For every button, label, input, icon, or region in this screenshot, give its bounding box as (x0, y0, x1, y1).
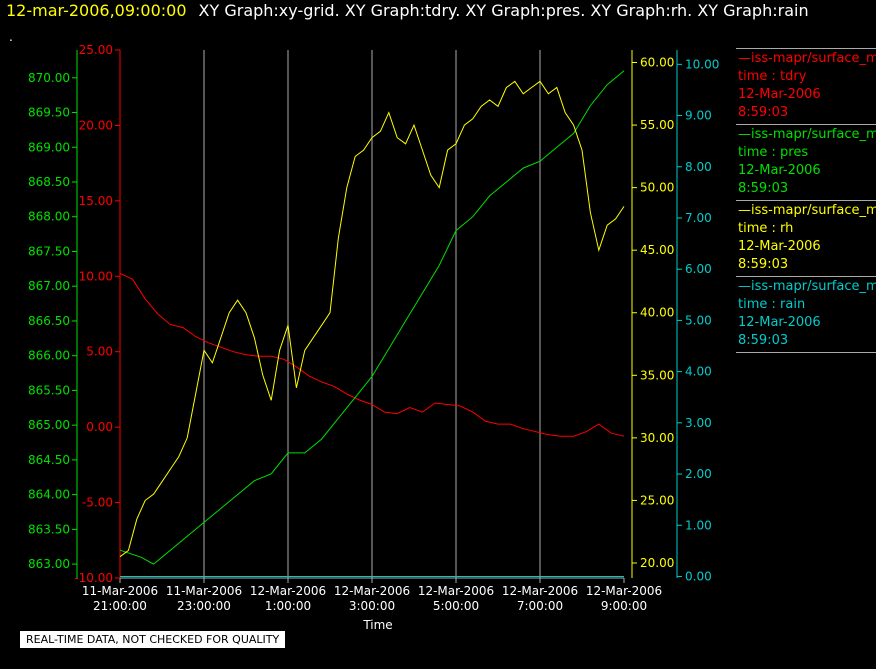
rh-tick-label: 25.00 (640, 493, 674, 507)
pres-tick-label: 867.50 (28, 244, 70, 258)
rh-tick-label: 45.00 (640, 243, 674, 257)
rain-tick-label: 2.00 (685, 467, 712, 481)
rh-tick-label: 40.00 (640, 306, 674, 320)
x-tick-label: 11-Mar-2006 (82, 584, 158, 598)
legend: —iss-mapr/surface_m time : tdry 12-Mar-200… (736, 48, 876, 353)
pres-tick-label: 863.50 (28, 522, 70, 536)
x-axis-title: Time (362, 618, 392, 632)
rh-tick-label: 30.00 (640, 431, 674, 445)
rh-tick-label: 55.00 (640, 118, 674, 132)
legend-pres-time: 8:59:03 (738, 181, 789, 196)
x-tick-label: 1:00:00 (265, 599, 311, 613)
rh-tick-label: 35.00 (640, 368, 674, 382)
rain-tick-label: 9.00 (685, 109, 712, 123)
tdry-tick-label: 10.00 (79, 269, 113, 283)
pres-tick-label: 867.00 (28, 279, 70, 293)
legend-rh-source: —iss-mapr/surface_m (738, 203, 876, 218)
rain-tick-label: 8.00 (685, 160, 712, 174)
rain-tick-label: 0.00 (685, 569, 712, 583)
pres-tick-label: 868.00 (28, 210, 70, 224)
chart-header: 12-mar-2006,09:00:00 XY Graph:xy-grid. XY… (6, 1, 809, 20)
x-tick-label: 5:00:00 (433, 599, 479, 613)
pres-tick-label: 869.00 (28, 140, 70, 154)
rain-tick-label: 5.00 (685, 313, 712, 327)
x-tick-label: 11-Mar-2006 (166, 584, 242, 598)
x-tick-label: 9:00:00 (601, 599, 647, 613)
pres-tick-label: 868.50 (28, 175, 70, 189)
tdry-tick-label: 25.00 (79, 43, 113, 57)
pres-tick-label: 864.50 (28, 453, 70, 467)
rh-tick-label: 50.00 (640, 181, 674, 195)
header-dot: . (9, 30, 13, 44)
x-tick-label: 12-Mar-2006 (334, 584, 410, 598)
x-tick-label: 12-Mar-2006 (502, 584, 578, 598)
legend-tdry-name: time : tdry (738, 69, 807, 84)
legend-rain-source: —iss-mapr/surface_m (738, 279, 876, 294)
pres-tick-label: 865.50 (28, 383, 70, 397)
header-timestamp: 12-mar-2006,09:00:00 (6, 1, 187, 20)
pres-line (119, 70, 625, 565)
legend-rain-time: 8:59:03 (738, 333, 789, 348)
legend-tdry-date: 12-Mar-2006 (738, 87, 821, 102)
pres-tick-label: 865.00 (28, 418, 70, 432)
legend-tdry-source: —iss-mapr/surface_m (738, 51, 876, 66)
legend-pres-source: —iss-mapr/surface_m (738, 127, 876, 142)
pres-tick-label: 869.50 (28, 106, 70, 120)
rain-tick-label: 1.00 (685, 518, 712, 532)
rain-tick-label: 7.00 (685, 211, 712, 225)
tdry-tick-label: -10.00 (74, 571, 113, 585)
quality-note: REAL-TIME DATA, NOT CHECKED FOR QUALITY (20, 631, 286, 648)
x-tick-label: 21:00:00 (93, 599, 147, 613)
legend-rh-name: time : rh (738, 221, 794, 236)
rain-tick-label: 3.00 (685, 416, 712, 430)
tdry-tick-label: -5.00 (82, 496, 113, 510)
x-tick-label: 7:00:00 (517, 599, 563, 613)
tdry-tick-label: 5.00 (86, 345, 113, 359)
pres-tick-label: 866.50 (28, 314, 70, 328)
pres-tick-label: 864.00 (28, 488, 70, 502)
rain-tick-label: 10.00 (685, 57, 719, 71)
x-tick-label: 12-Mar-2006 (586, 584, 662, 598)
x-tick-label: 12-Mar-2006 (250, 584, 326, 598)
legend-rh-time: 8:59:03 (738, 257, 789, 272)
x-tick-label: 3:00:00 (349, 599, 395, 613)
legend-divider (736, 352, 876, 353)
x-tick-label: 23:00:00 (177, 599, 231, 613)
tdry-tick-label: 20.00 (79, 118, 113, 132)
rh-line (119, 80, 625, 558)
x-tick-label: 12-Mar-2006 (418, 584, 494, 598)
legend-tdry-time: 8:59:03 (738, 105, 789, 120)
legend-pres-date: 12-Mar-2006 (738, 163, 821, 178)
pres-tick-label: 870.00 (28, 71, 70, 85)
tdry-tick-label: 0.00 (86, 420, 113, 434)
rain-tick-label: 4.00 (685, 365, 712, 379)
tdry-tick-label: 15.00 (79, 194, 113, 208)
legend-rh-date: 12-Mar-2006 (738, 239, 821, 254)
pres-tick-label: 866.00 (28, 349, 70, 363)
rh-tick-label: 60.00 (640, 56, 674, 70)
pres-tick-label: 863.00 (28, 557, 70, 571)
header-title: XY Graph:xy-grid. XY Graph:tdry. XY Grap… (198, 1, 809, 20)
rain-tick-label: 6.00 (685, 262, 712, 276)
legend-rain-date: 12-Mar-2006 (738, 315, 821, 330)
rh-tick-label: 20.00 (640, 556, 674, 570)
legend-rain-name: time : rain (738, 297, 806, 312)
tdry-line (119, 272, 625, 437)
legend-pres-name: time : pres (738, 145, 809, 160)
